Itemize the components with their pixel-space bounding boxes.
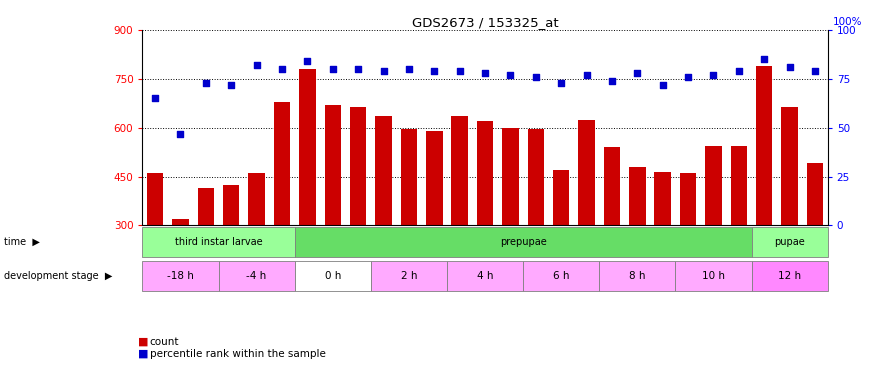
Point: [478, 70, 492, 76]
Text: 10 h: 10 h: [702, 271, 725, 281]
Text: 2 h: 2 h: [400, 271, 417, 281]
Text: count: count: [150, 337, 179, 347]
Bar: [219, 261, 295, 291]
Point: [275, 66, 289, 72]
Point: [249, 62, 263, 68]
Text: 0 h: 0 h: [325, 271, 341, 281]
Bar: [142, 227, 295, 257]
Text: time  ▶: time ▶: [4, 237, 40, 247]
Point: [529, 74, 543, 80]
Bar: [477, 121, 493, 323]
Bar: [447, 261, 523, 291]
Bar: [142, 261, 219, 291]
Bar: [599, 261, 676, 291]
Bar: [553, 170, 570, 323]
Point: [681, 74, 695, 80]
Text: 4 h: 4 h: [477, 271, 493, 281]
Bar: [350, 106, 367, 323]
Bar: [223, 184, 239, 323]
Point: [326, 66, 340, 72]
Bar: [426, 131, 442, 323]
Bar: [376, 116, 392, 323]
Bar: [781, 106, 797, 323]
Point: [351, 66, 365, 72]
Bar: [147, 173, 164, 323]
Bar: [523, 261, 599, 291]
Bar: [578, 120, 595, 323]
Bar: [528, 129, 544, 323]
Text: 6 h: 6 h: [553, 271, 570, 281]
Bar: [806, 164, 823, 323]
Bar: [248, 173, 265, 323]
Point: [376, 68, 391, 74]
Bar: [295, 227, 751, 257]
Bar: [400, 129, 417, 323]
Text: third instar larvae: third instar larvae: [174, 237, 263, 247]
Point: [782, 64, 797, 70]
Bar: [274, 102, 290, 323]
Bar: [680, 173, 696, 323]
Text: -18 h: -18 h: [167, 271, 194, 281]
Bar: [198, 188, 214, 323]
Bar: [629, 167, 645, 323]
Bar: [173, 219, 189, 323]
Bar: [676, 261, 751, 291]
Bar: [751, 227, 828, 257]
Bar: [603, 147, 620, 323]
Text: -4 h: -4 h: [247, 271, 267, 281]
Bar: [756, 66, 773, 323]
Title: GDS2673 / 153325_at: GDS2673 / 153325_at: [412, 16, 558, 29]
Bar: [705, 146, 722, 323]
Bar: [654, 172, 671, 323]
Bar: [371, 261, 447, 291]
Point: [707, 72, 721, 78]
Point: [198, 80, 213, 86]
Point: [656, 82, 670, 88]
Point: [630, 70, 644, 76]
Text: ■: ■: [138, 337, 149, 347]
Point: [579, 72, 594, 78]
Point: [554, 80, 569, 86]
Text: percentile rank within the sample: percentile rank within the sample: [150, 349, 326, 359]
Text: 12 h: 12 h: [778, 271, 801, 281]
Point: [174, 130, 188, 136]
Bar: [295, 261, 371, 291]
Point: [757, 56, 772, 62]
Point: [300, 58, 314, 64]
Point: [148, 95, 162, 101]
Bar: [731, 146, 747, 323]
Bar: [751, 261, 828, 291]
Text: 8 h: 8 h: [629, 271, 645, 281]
Bar: [325, 105, 341, 323]
Text: pupae: pupae: [774, 237, 805, 247]
Point: [427, 68, 441, 74]
Text: prepupae: prepupae: [500, 237, 546, 247]
Text: 100%: 100%: [833, 17, 862, 27]
Bar: [299, 69, 316, 323]
Point: [224, 82, 239, 88]
Text: development stage  ▶: development stage ▶: [4, 271, 113, 281]
Text: ■: ■: [138, 349, 149, 359]
Bar: [502, 128, 519, 323]
Point: [401, 66, 416, 72]
Point: [732, 68, 746, 74]
Point: [605, 78, 619, 84]
Point: [504, 72, 518, 78]
Point: [808, 68, 822, 74]
Bar: [451, 116, 468, 323]
Point: [452, 68, 466, 74]
